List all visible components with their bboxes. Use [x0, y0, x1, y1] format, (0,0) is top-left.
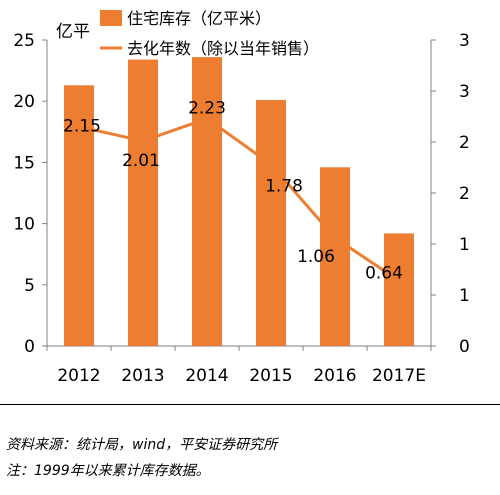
y-left-tick-label: 20 [13, 92, 35, 112]
y-right-tick-label: 0 [459, 337, 470, 357]
y-right-tick-label: 3 [459, 31, 470, 51]
y-right-tick-label: 1 [459, 235, 470, 255]
line-data-label: 2.23 [188, 99, 226, 119]
x-tick-label: 2017E [372, 366, 426, 386]
bar-2016 [320, 167, 350, 346]
y-right-tick-label: 3 [459, 82, 470, 102]
y-left-axis-label: 亿平 [56, 22, 90, 42]
y-right-tick-label: 1 [459, 286, 470, 306]
bar-2017E [384, 233, 414, 346]
y-right-tick-label: 2 [459, 133, 470, 153]
line-series [78, 117, 400, 282]
legend-swatch-bar [100, 10, 122, 26]
bar-2014 [192, 57, 222, 347]
legend-label-bar: 住宅库存（亿平米） [127, 9, 271, 28]
x-tick-label: 2012 [57, 366, 100, 386]
x-tick-label: 2015 [249, 366, 292, 386]
legend-label-line: 去化年数（除以当年销售） [127, 39, 319, 58]
line-data-label: 2.15 [63, 117, 101, 137]
line-data-label: 0.64 [365, 264, 403, 284]
x-tick-label: 2016 [313, 366, 356, 386]
y-left-tick-label: 5 [24, 276, 35, 296]
line-data-label: 2.01 [122, 151, 160, 171]
line-data-label: 1.78 [265, 176, 303, 196]
y-left-tick-label: 0 [24, 337, 35, 357]
y-right-tick-label: 2 [459, 184, 470, 204]
divider [0, 404, 500, 405]
y-left-tick-label: 15 [13, 153, 35, 173]
x-tick-label: 2013 [121, 366, 164, 386]
footnote: 注：1999年以来累计库存数据。 [6, 463, 210, 479]
y-left-tick-label: 25 [13, 31, 35, 51]
bar-2013 [128, 59, 158, 347]
chart: 0 5 10 15 20 25 0 1 1 2 2 3 3 2.15 2.01 2.23 1.78 1.06 0.6… [13, 9, 470, 386]
x-tick-label: 2014 [185, 366, 228, 386]
y-left-tick-label: 10 [13, 215, 35, 235]
source-note: 资料来源：统计局，wind，平安证券研究所 [6, 437, 278, 453]
line-data-label: 1.06 [297, 247, 335, 267]
bar-2015 [256, 99, 286, 346]
